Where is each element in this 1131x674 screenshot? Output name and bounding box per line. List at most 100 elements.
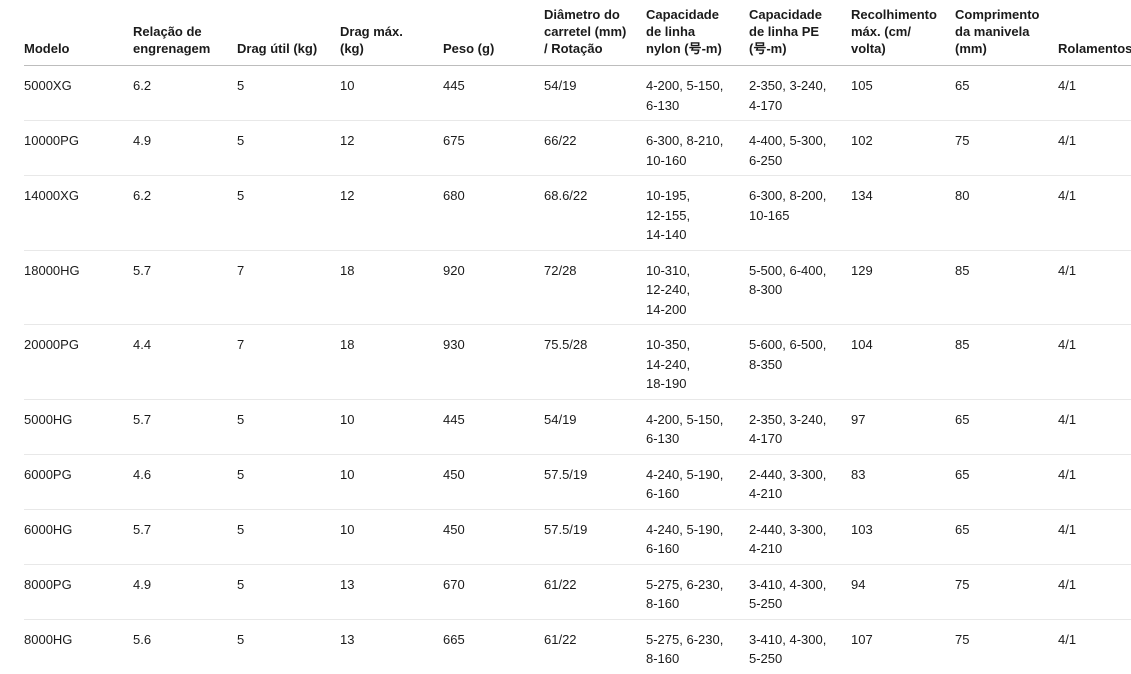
table-cell: 57.5/19 xyxy=(544,509,646,565)
model-cell: 6000HG xyxy=(24,509,133,565)
model-cell: 18000HG xyxy=(24,250,133,325)
model-cell: 8000PG xyxy=(24,564,133,620)
table-cell: 3-410, 4-300, 5-250 xyxy=(749,631,827,667)
table-cell: 7 xyxy=(237,324,340,400)
table-cell: 68.6/22 xyxy=(544,175,646,251)
table-cell: 2-440, 3-300, 4-210 xyxy=(749,509,851,565)
table-cell: 4-240, 5-190, 6-160 xyxy=(646,454,749,510)
table-cell: 10 xyxy=(340,65,443,121)
table-cell: 54/19 xyxy=(544,65,646,121)
table-cell: 5 xyxy=(237,120,340,176)
table-cell: 13 xyxy=(340,564,443,620)
table-cell: 94 xyxy=(851,564,955,620)
table-cell: 5.7 xyxy=(133,250,237,325)
table-cell: 10-350, 14-240, 18-190 xyxy=(646,324,749,400)
table-cell: 5-500, 6-400, 8-300 xyxy=(749,250,851,325)
table-cell: 4-400, 5-300, 6-250 xyxy=(749,120,851,176)
table-cell: 4-240, 5-190, 6-160 xyxy=(646,509,749,565)
table-cell: 61/22 xyxy=(544,631,577,647)
column-header-diametro-carretel: Diâmetro do carretel (mm) / Rotação xyxy=(544,0,646,66)
column-header-modelo: Modelo xyxy=(24,0,133,66)
table-cell: 61/22 xyxy=(544,564,646,620)
table-cell: 54/19 xyxy=(544,399,646,455)
table-cell: 107 xyxy=(851,631,873,647)
table-cell: 57.5/19 xyxy=(544,454,646,510)
table-cell: 445 xyxy=(443,65,544,121)
table-cell: 450 xyxy=(443,454,544,510)
table-cell: 2-440, 3-300, 4-210 xyxy=(749,454,851,510)
table-cell: 18 xyxy=(340,250,443,325)
table-row-18000hg: 18000HG 5.7 7 18 920 72/28 10-310, 12-240, 14-… xyxy=(24,250,1131,325)
table-cell: 5 xyxy=(237,454,340,510)
table-cell: 680 xyxy=(443,175,544,251)
table-cell: 5-275, 6-230, 8-160 xyxy=(646,564,749,620)
table-cell: 930 xyxy=(443,324,544,400)
table-cell: 4/1 xyxy=(1058,399,1131,455)
table-cell: 4.9 xyxy=(133,120,237,176)
table-cell: 97 xyxy=(851,399,955,455)
table-row-10000pg: 10000PG 4.9 5 12 675 66/22 6-300, 8-210, 10-16… xyxy=(24,120,1131,176)
table-cell: 6-300, 8-210, 10-160 xyxy=(646,120,749,176)
table-cell: 65 xyxy=(955,509,1058,565)
column-header-recolhimento-max: Recolhimento máx. (cm/ volta) xyxy=(851,0,955,66)
column-header-capacidade-pe: Capacidade de linha PE (号-m) xyxy=(749,0,851,66)
table-cell: 5 xyxy=(237,175,340,251)
table-cell: 4.4 xyxy=(133,324,237,400)
table-cell: 65 xyxy=(955,399,1058,455)
table-cell: 85 xyxy=(955,250,1058,325)
table-cell: 5 xyxy=(237,509,340,565)
column-header-comprimento-manivela: Comprimento da manivela (mm) xyxy=(955,0,1058,66)
table-cell: 12 xyxy=(340,120,443,176)
table-row-14000xg: 14000XG 6.2 5 12 680 68.6/22 10-195, 12-155, 1… xyxy=(24,175,1131,251)
table-row-5000xg: 5000XG 6.2 5 10 445 54/19 4-200, 5-150, 6-130 2… xyxy=(24,65,1131,121)
header-row: Modelo Relação de engrenagem Drag útil (kg… xyxy=(24,0,1131,66)
table-cell: 65 xyxy=(955,454,1058,510)
table-cell: 2-350, 3-240, 4-170 xyxy=(749,399,851,455)
table-cell: 10-195, 12-155, 14-140 xyxy=(646,175,749,251)
table-cell: 2-350, 3-240, 4-170 xyxy=(749,65,851,121)
table-cell: 6.2 xyxy=(133,65,237,121)
table-cell: 65 xyxy=(955,65,1058,121)
table-cell: 920 xyxy=(443,250,544,325)
model-cell: 6000PG xyxy=(24,454,133,510)
table-cell: 4/1 xyxy=(1058,175,1131,251)
column-header-drag-max: Drag máx. (kg) xyxy=(340,0,443,66)
table-cell: 13 xyxy=(340,631,355,647)
table-cell: 670 xyxy=(443,564,544,620)
table-cell: 12 xyxy=(340,175,443,251)
table-cell: 75 xyxy=(955,631,970,647)
table-row-6000pg: 6000PG 4.6 5 10 450 57.5/19 4-240, 5-190, 6-16… xyxy=(24,454,1131,510)
table-cell: 4/1 xyxy=(1058,250,1131,325)
specs-table: Modelo Relação de engrenagem Drag útil (kg… xyxy=(24,0,1131,674)
table-cell: 75 xyxy=(955,120,1058,176)
table-cell: 10 xyxy=(340,399,443,455)
model-cell: 20000PG xyxy=(24,324,133,400)
table-cell: 5-275, 6-230, 8-160 xyxy=(646,631,724,667)
table-cell: 80 xyxy=(955,175,1058,251)
table-cell: 5-600, 6-500, 8-350 xyxy=(749,324,851,400)
table-cell: 4-200, 5-150, 6-130 xyxy=(646,65,749,121)
column-header-capacidade-nylon: Capacidade de linha nylon (号-m) xyxy=(646,0,749,66)
table-cell: 5.7 xyxy=(133,399,237,455)
table-cell: 6.2 xyxy=(133,175,237,251)
table-cell: 4/1 xyxy=(1058,564,1131,620)
table-cell: 6-300, 8-200, 10-165 xyxy=(749,175,851,251)
table-row-6000hg: 6000HG 5.7 5 10 450 57.5/19 4-240, 5-190, 6-16… xyxy=(24,509,1131,565)
table-cell: 445 xyxy=(443,399,544,455)
table-cell: 75 xyxy=(955,564,1058,620)
table-cell: 5.7 xyxy=(133,509,237,565)
table-cell: 4/1 xyxy=(1058,454,1131,510)
column-header-peso: Peso (g) xyxy=(443,0,544,66)
table-cell: 105 xyxy=(851,65,955,121)
table-cell: 72/28 xyxy=(544,250,646,325)
table-row-8000pg: 8000PG 4.9 5 13 670 61/22 5-275, 6-230, 8-160 3… xyxy=(24,564,1131,620)
table-cell: 85 xyxy=(955,324,1058,400)
table-cell: 5 xyxy=(237,65,340,121)
table-cell: 104 xyxy=(851,324,955,400)
column-header-rolamentos: Rolamentos xyxy=(1058,0,1131,66)
table-cell: 5 xyxy=(237,399,340,455)
table-cell: 5.6 xyxy=(133,631,152,647)
table-row-20000pg: 20000PG 4.4 7 18 930 75.5/28 10-350, 14-240, 1… xyxy=(24,324,1131,400)
table-cell: 4/1 xyxy=(1058,65,1131,121)
